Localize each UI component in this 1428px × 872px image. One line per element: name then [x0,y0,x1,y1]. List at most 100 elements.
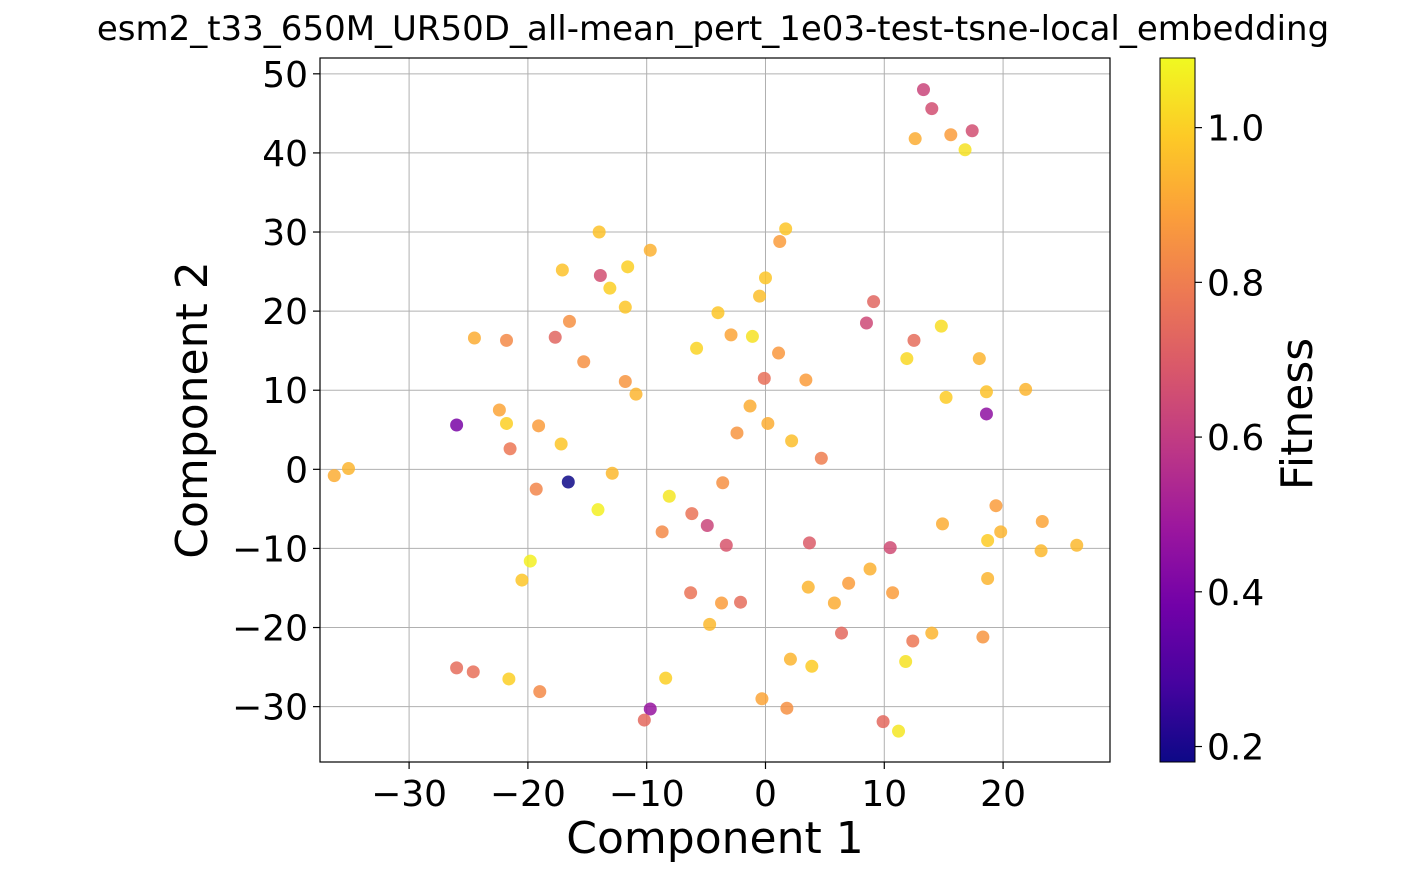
colorbar [1159,57,1196,763]
data-point [500,333,514,347]
data-point [643,243,657,257]
data-point [899,655,913,669]
data-point [655,525,669,539]
y-tick-label: −20 [232,609,308,650]
data-point [685,507,699,521]
data-point [773,235,787,249]
data-point [1034,544,1048,558]
x-tick-label: 0 [754,774,777,815]
data-point [637,713,651,727]
data-point [805,659,819,673]
data-point [618,300,632,314]
colorbar-tick-label: 0.8 [1207,263,1264,304]
data-point [965,124,979,138]
data-point [548,330,562,344]
data-point [700,518,714,532]
data-point [1070,538,1084,552]
data-point [757,371,771,385]
data-point [900,352,914,366]
data-point [867,295,881,309]
data-point [925,102,939,116]
data-point [603,281,617,295]
data-point [944,128,958,142]
data-point [814,451,828,465]
data-points [327,83,1084,738]
data-point [618,375,632,389]
data-point [783,652,797,666]
data-point [450,418,464,432]
x-tick-label: 20 [980,774,1026,815]
colorbar-tick-label: 0.4 [1207,573,1264,614]
data-point [533,685,547,699]
x-tick-label: −20 [490,774,566,815]
y-tick-label: −30 [232,688,308,729]
data-point [859,316,873,330]
data-point [467,331,481,345]
data-point [972,352,986,366]
y-tick-label: −10 [232,529,308,570]
data-point [981,534,995,548]
x-axis-label: Component 1 [566,813,863,864]
data-point [780,701,794,715]
colorbar-label: Fitness [1272,338,1323,490]
x-tick-label: −30 [371,774,447,815]
data-point [554,437,568,451]
data-point [719,538,733,552]
data-point [500,416,514,430]
data-point [523,554,537,568]
data-point [577,355,591,369]
data-point [562,314,576,328]
data-point [979,385,993,399]
data-point [716,476,730,490]
data-point [925,626,939,640]
data-point [785,434,799,448]
data-point [503,442,517,456]
data-point [886,586,900,600]
data-point [715,596,729,610]
data-point [976,630,990,644]
data-point [779,222,793,236]
data-point [743,399,757,413]
colorbar-ticks: 0.2 0.4 0.6 0.8 1.0 [1195,109,1264,769]
data-point [1035,515,1049,529]
x-tick-label: −10 [609,774,685,815]
colorbar-tick-label: 0.6 [1207,418,1264,459]
x-tick-label: 10 [861,774,907,815]
data-point [555,263,569,277]
data-point [711,306,725,320]
y-tick-label: 50 [262,55,308,96]
y-axis-label: Component 2 [167,261,218,558]
data-point [515,573,529,587]
data-point [724,328,738,342]
data-point [801,580,815,594]
data-point [342,462,356,476]
data-point [994,525,1008,539]
plot-area-frame [319,57,1111,763]
data-point [842,576,856,590]
data-point [907,333,921,347]
data-point [863,562,877,576]
colorbar-tick-label: 1.0 [1207,109,1264,150]
data-point [883,541,897,555]
chart-title: esm2_t33_650M_UR50D_all-mean_pert_1e03-t… [97,9,1329,49]
data-point [621,260,635,274]
data-point [892,724,906,738]
data-point [745,329,759,343]
data-point [916,83,930,97]
data-point [876,715,890,729]
data-point [802,536,816,550]
data-point [561,475,575,489]
data-point [605,466,619,480]
data-point [659,671,673,685]
x-axis-ticks: −30 −20 −10 0 10 20 [371,762,1026,815]
data-point [799,373,813,387]
data-point [958,143,972,157]
data-point [753,289,767,303]
y-tick-label: 0 [285,450,308,491]
data-point [908,132,922,146]
y-tick-label: 30 [262,213,308,254]
data-point [939,390,953,404]
data-point [629,387,643,401]
data-point [592,225,606,239]
y-tick-label: 10 [262,371,308,412]
